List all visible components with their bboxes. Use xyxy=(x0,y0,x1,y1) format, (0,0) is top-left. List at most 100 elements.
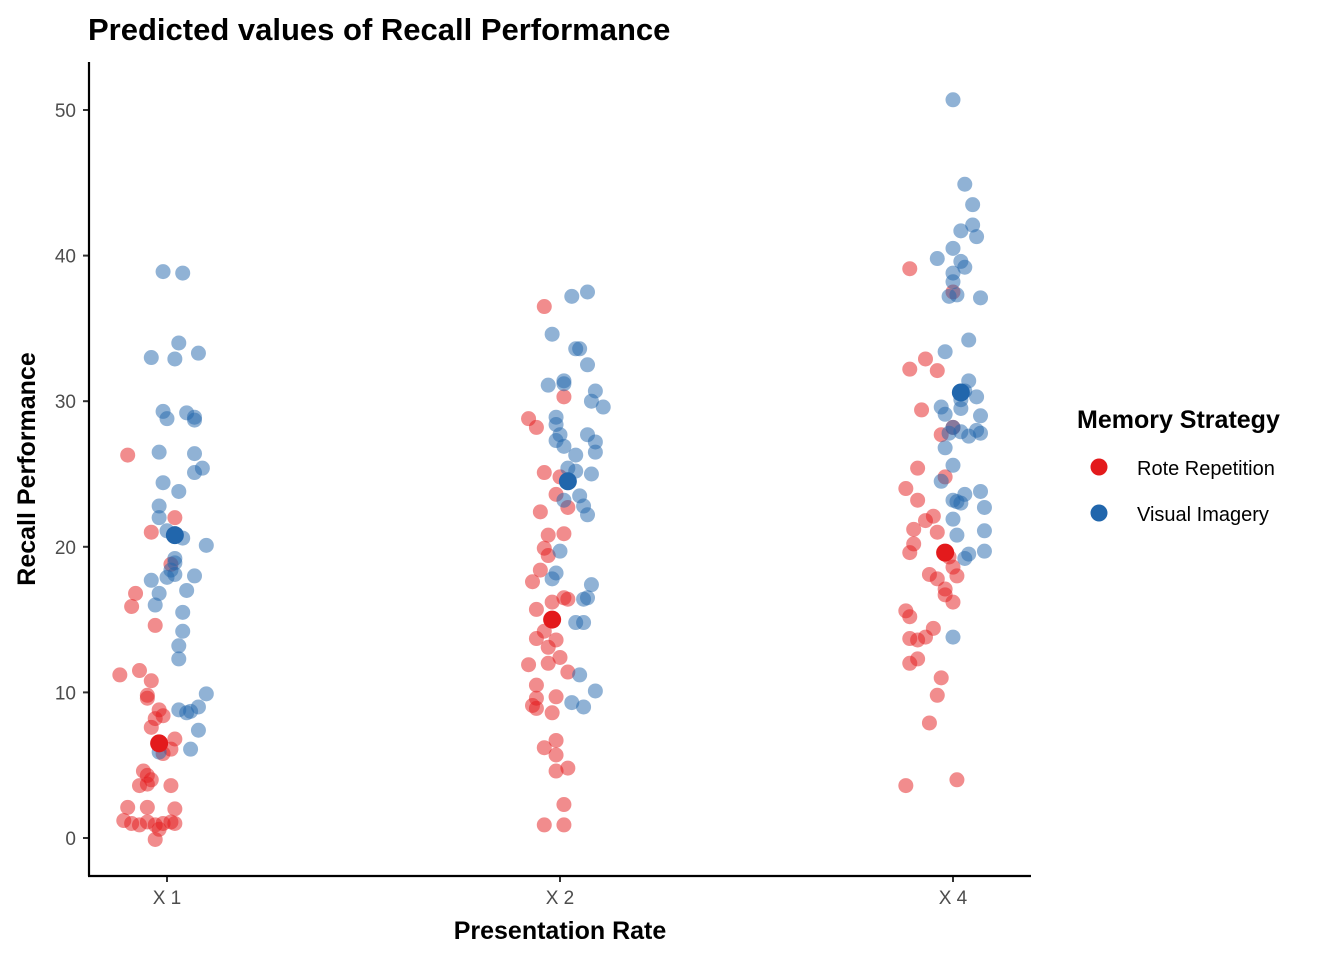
rote-repetition-point xyxy=(139,799,155,815)
visual-imagery-point xyxy=(175,604,191,620)
rote-repetition-point xyxy=(540,548,556,564)
rote-repetition-predicted-point xyxy=(936,543,955,562)
rote-repetition-point xyxy=(128,585,144,601)
visual-imagery-point xyxy=(556,373,572,389)
visual-imagery-point xyxy=(179,582,195,598)
visual-imagery-point xyxy=(198,686,214,702)
visual-imagery-point xyxy=(556,438,572,454)
rote-repetition-point xyxy=(945,594,961,610)
rote-repetition-point xyxy=(556,389,572,405)
y-tick-label: 40 xyxy=(55,247,76,268)
visual-imagery-point xyxy=(969,229,985,245)
x-tick-label: X 1 xyxy=(153,888,182,909)
visual-imagery-point xyxy=(961,428,977,444)
visual-imagery-point xyxy=(175,623,191,639)
visual-imagery-point xyxy=(937,344,953,360)
rote-repetition-point xyxy=(120,447,136,463)
rote-repetition-point xyxy=(548,763,564,779)
visual-imagery-point xyxy=(957,176,973,192)
rote-repetition-point xyxy=(131,778,147,794)
visual-imagery-point xyxy=(976,523,992,539)
y-tick-label: 0 xyxy=(65,829,76,850)
legend-swatch-rote-repetition xyxy=(1090,458,1108,476)
visual-imagery-point xyxy=(198,537,214,553)
visual-imagery-predicted-point xyxy=(558,472,577,491)
visual-imagery-point xyxy=(552,543,568,559)
y-axis-ticks: 0 10 20 30 40 50 xyxy=(55,101,89,850)
rote-repetition-point xyxy=(167,815,183,831)
visual-imagery-point xyxy=(945,629,961,645)
rote-repetition-point xyxy=(521,657,537,673)
visual-imagery-point xyxy=(595,399,611,415)
rote-repetition-point xyxy=(532,504,548,520)
visual-imagery-point xyxy=(572,667,588,683)
visual-imagery-point xyxy=(945,240,961,256)
rote-repetition-point xyxy=(902,261,918,277)
visual-imagery-point xyxy=(179,705,195,721)
visual-imagery-point xyxy=(151,498,167,514)
visual-imagery-point xyxy=(556,492,572,508)
visual-imagery-point xyxy=(151,444,167,460)
rote-repetition-point xyxy=(556,797,572,813)
visual-imagery-point xyxy=(544,571,560,587)
visual-imagery-point xyxy=(175,265,191,281)
rote-repetition-point xyxy=(528,677,544,693)
rote-repetition-point xyxy=(536,299,552,315)
visual-imagery-point xyxy=(187,446,203,462)
visual-imagery-point xyxy=(973,425,989,441)
chart-title: Predicted values of Recall Performance xyxy=(88,12,670,47)
rote-repetition-point xyxy=(155,708,171,724)
rote-repetition-point xyxy=(143,673,159,689)
rote-repetition-point xyxy=(167,801,183,817)
y-tick-label: 10 xyxy=(55,683,76,704)
visual-imagery-point xyxy=(953,223,969,239)
rote-repetition-predicted-point xyxy=(150,734,169,753)
visual-imagery-point xyxy=(937,440,953,456)
x-tick-label: X 4 xyxy=(939,888,968,909)
visual-imagery-point xyxy=(976,499,992,515)
visual-imagery-point xyxy=(965,197,981,213)
rote-repetition-point xyxy=(147,831,163,847)
rote-repetition-point xyxy=(167,510,183,526)
visual-imagery-point xyxy=(540,377,556,393)
visual-imagery-point xyxy=(583,393,599,409)
rote-repetition-point xyxy=(540,655,556,671)
plot-area: 0 10 20 30 40 50 X 1 X 2 X 4 xyxy=(55,62,1031,909)
rote-repetition-point xyxy=(548,689,564,705)
visual-imagery-point xyxy=(949,287,965,303)
visual-imagery-point xyxy=(929,251,945,267)
y-tick-label: 20 xyxy=(55,538,76,559)
visual-imagery-point xyxy=(147,597,163,613)
rote-repetition-point xyxy=(528,631,544,647)
rote-repetition-point xyxy=(929,687,945,703)
rote-repetition-point xyxy=(552,649,568,665)
rote-repetition-point xyxy=(560,591,576,607)
visual-imagery-point xyxy=(583,466,599,482)
rote-repetition-point xyxy=(528,419,544,435)
rote-repetition-point xyxy=(910,632,926,648)
visual-imagery-point xyxy=(973,408,989,424)
visual-imagery-point xyxy=(171,335,187,351)
rote-repetition-point xyxy=(124,598,140,614)
rote-repetition-point xyxy=(560,760,576,776)
rote-repetition-point xyxy=(139,690,155,706)
rote-repetition-point xyxy=(902,609,918,625)
rote-repetition-point xyxy=(917,513,933,529)
x-axis-title: Presentation Rate xyxy=(454,917,667,945)
visual-imagery-point xyxy=(576,615,592,631)
visual-imagery-point xyxy=(171,651,187,667)
rote-repetition-point xyxy=(540,527,556,543)
rote-repetition-point xyxy=(949,568,965,584)
visual-imagery-predicted-point xyxy=(951,383,970,402)
rote-repetition-point xyxy=(536,740,552,756)
rote-repetition-point xyxy=(528,601,544,617)
visual-imagery-point xyxy=(961,332,977,348)
rote-repetition-point xyxy=(528,700,544,716)
rote-repetition-point xyxy=(556,526,572,542)
rote-repetition-point xyxy=(120,799,136,815)
x-axis-ticks: X 1 X 2 X 4 xyxy=(153,876,968,909)
visual-imagery-point xyxy=(155,475,171,491)
data-points xyxy=(112,92,992,847)
visual-imagery-point xyxy=(190,722,206,738)
